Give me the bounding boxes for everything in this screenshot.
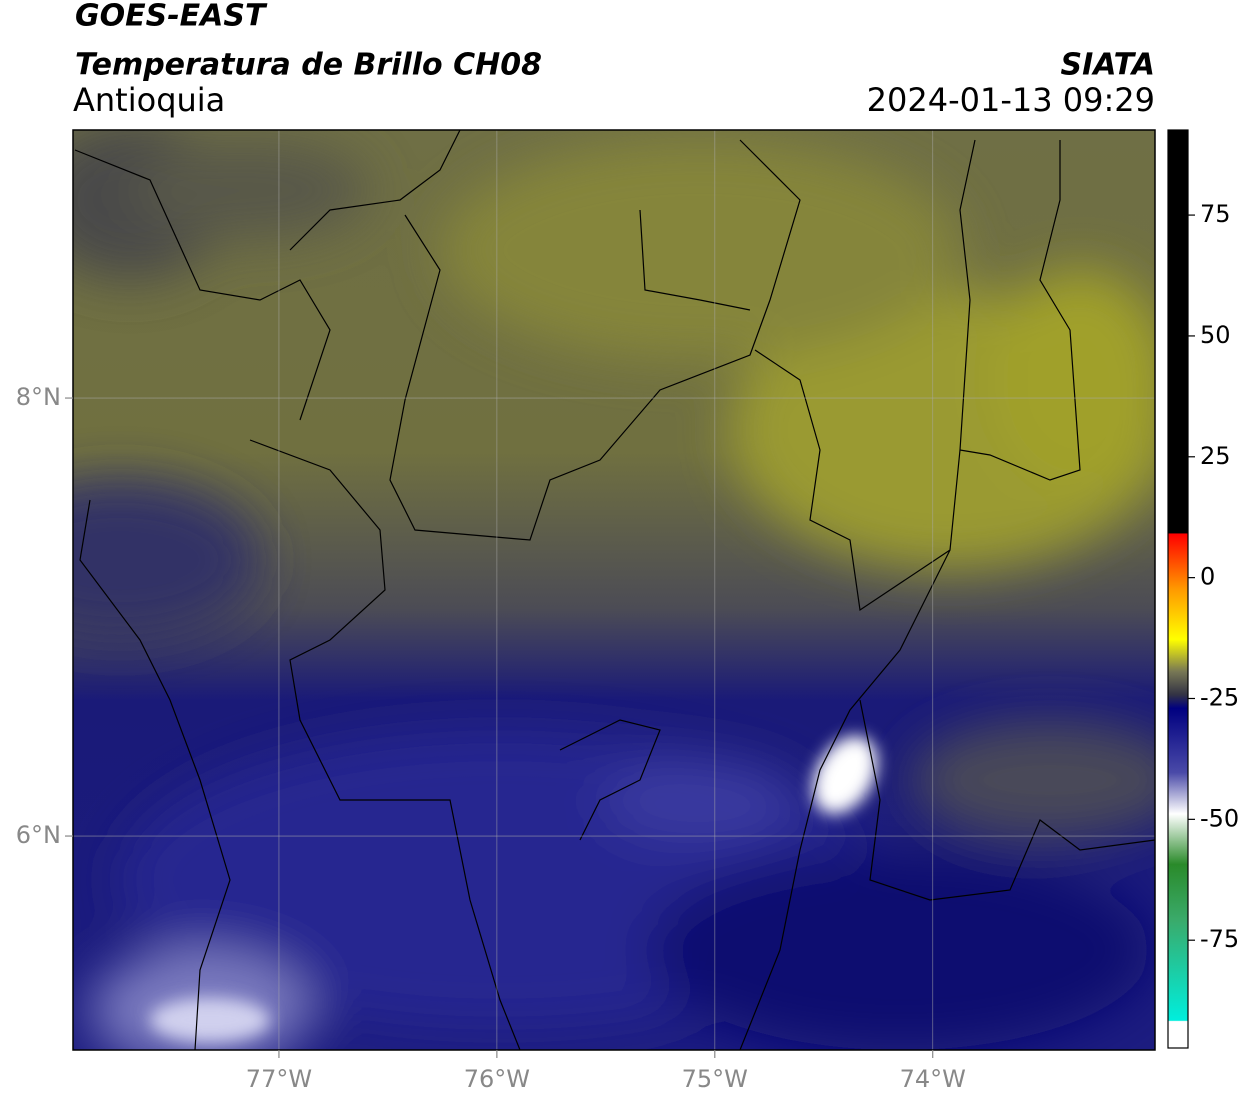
agency: SIATA — [1061, 48, 1155, 83]
x-tick-label: 77°W — [246, 1065, 312, 1093]
y-tick-label: 8°N — [16, 383, 61, 411]
satellite-image — [73, 130, 1155, 1050]
colorbar-tick-label: 0 — [1200, 563, 1215, 591]
x-tick-label: 75°W — [682, 1065, 748, 1093]
y-tick-label: 6°N — [16, 821, 61, 849]
colorbar-tick-label: -50 — [1200, 804, 1239, 832]
colorbar-tick-label: 50 — [1200, 321, 1231, 349]
product-title: Temperatura de Brillo CH08 — [75, 48, 542, 83]
satellite-title: GOES-EAST — [75, 0, 268, 34]
colorbar-tick-label: 75 — [1200, 200, 1231, 228]
map-frame — [72, 129, 1156, 1051]
colorbar-tick-label: -75 — [1200, 925, 1239, 953]
colorbar — [1167, 129, 1189, 1049]
colorbar-tick-label: 25 — [1200, 442, 1231, 470]
x-tick-label: 74°W — [900, 1065, 966, 1093]
region: Antioquia — [73, 81, 225, 119]
x-tick-label: 76°W — [464, 1065, 530, 1093]
colorbar-tick-label: -25 — [1200, 683, 1239, 711]
datetime: 2024-01-13 09:29 — [867, 81, 1155, 119]
